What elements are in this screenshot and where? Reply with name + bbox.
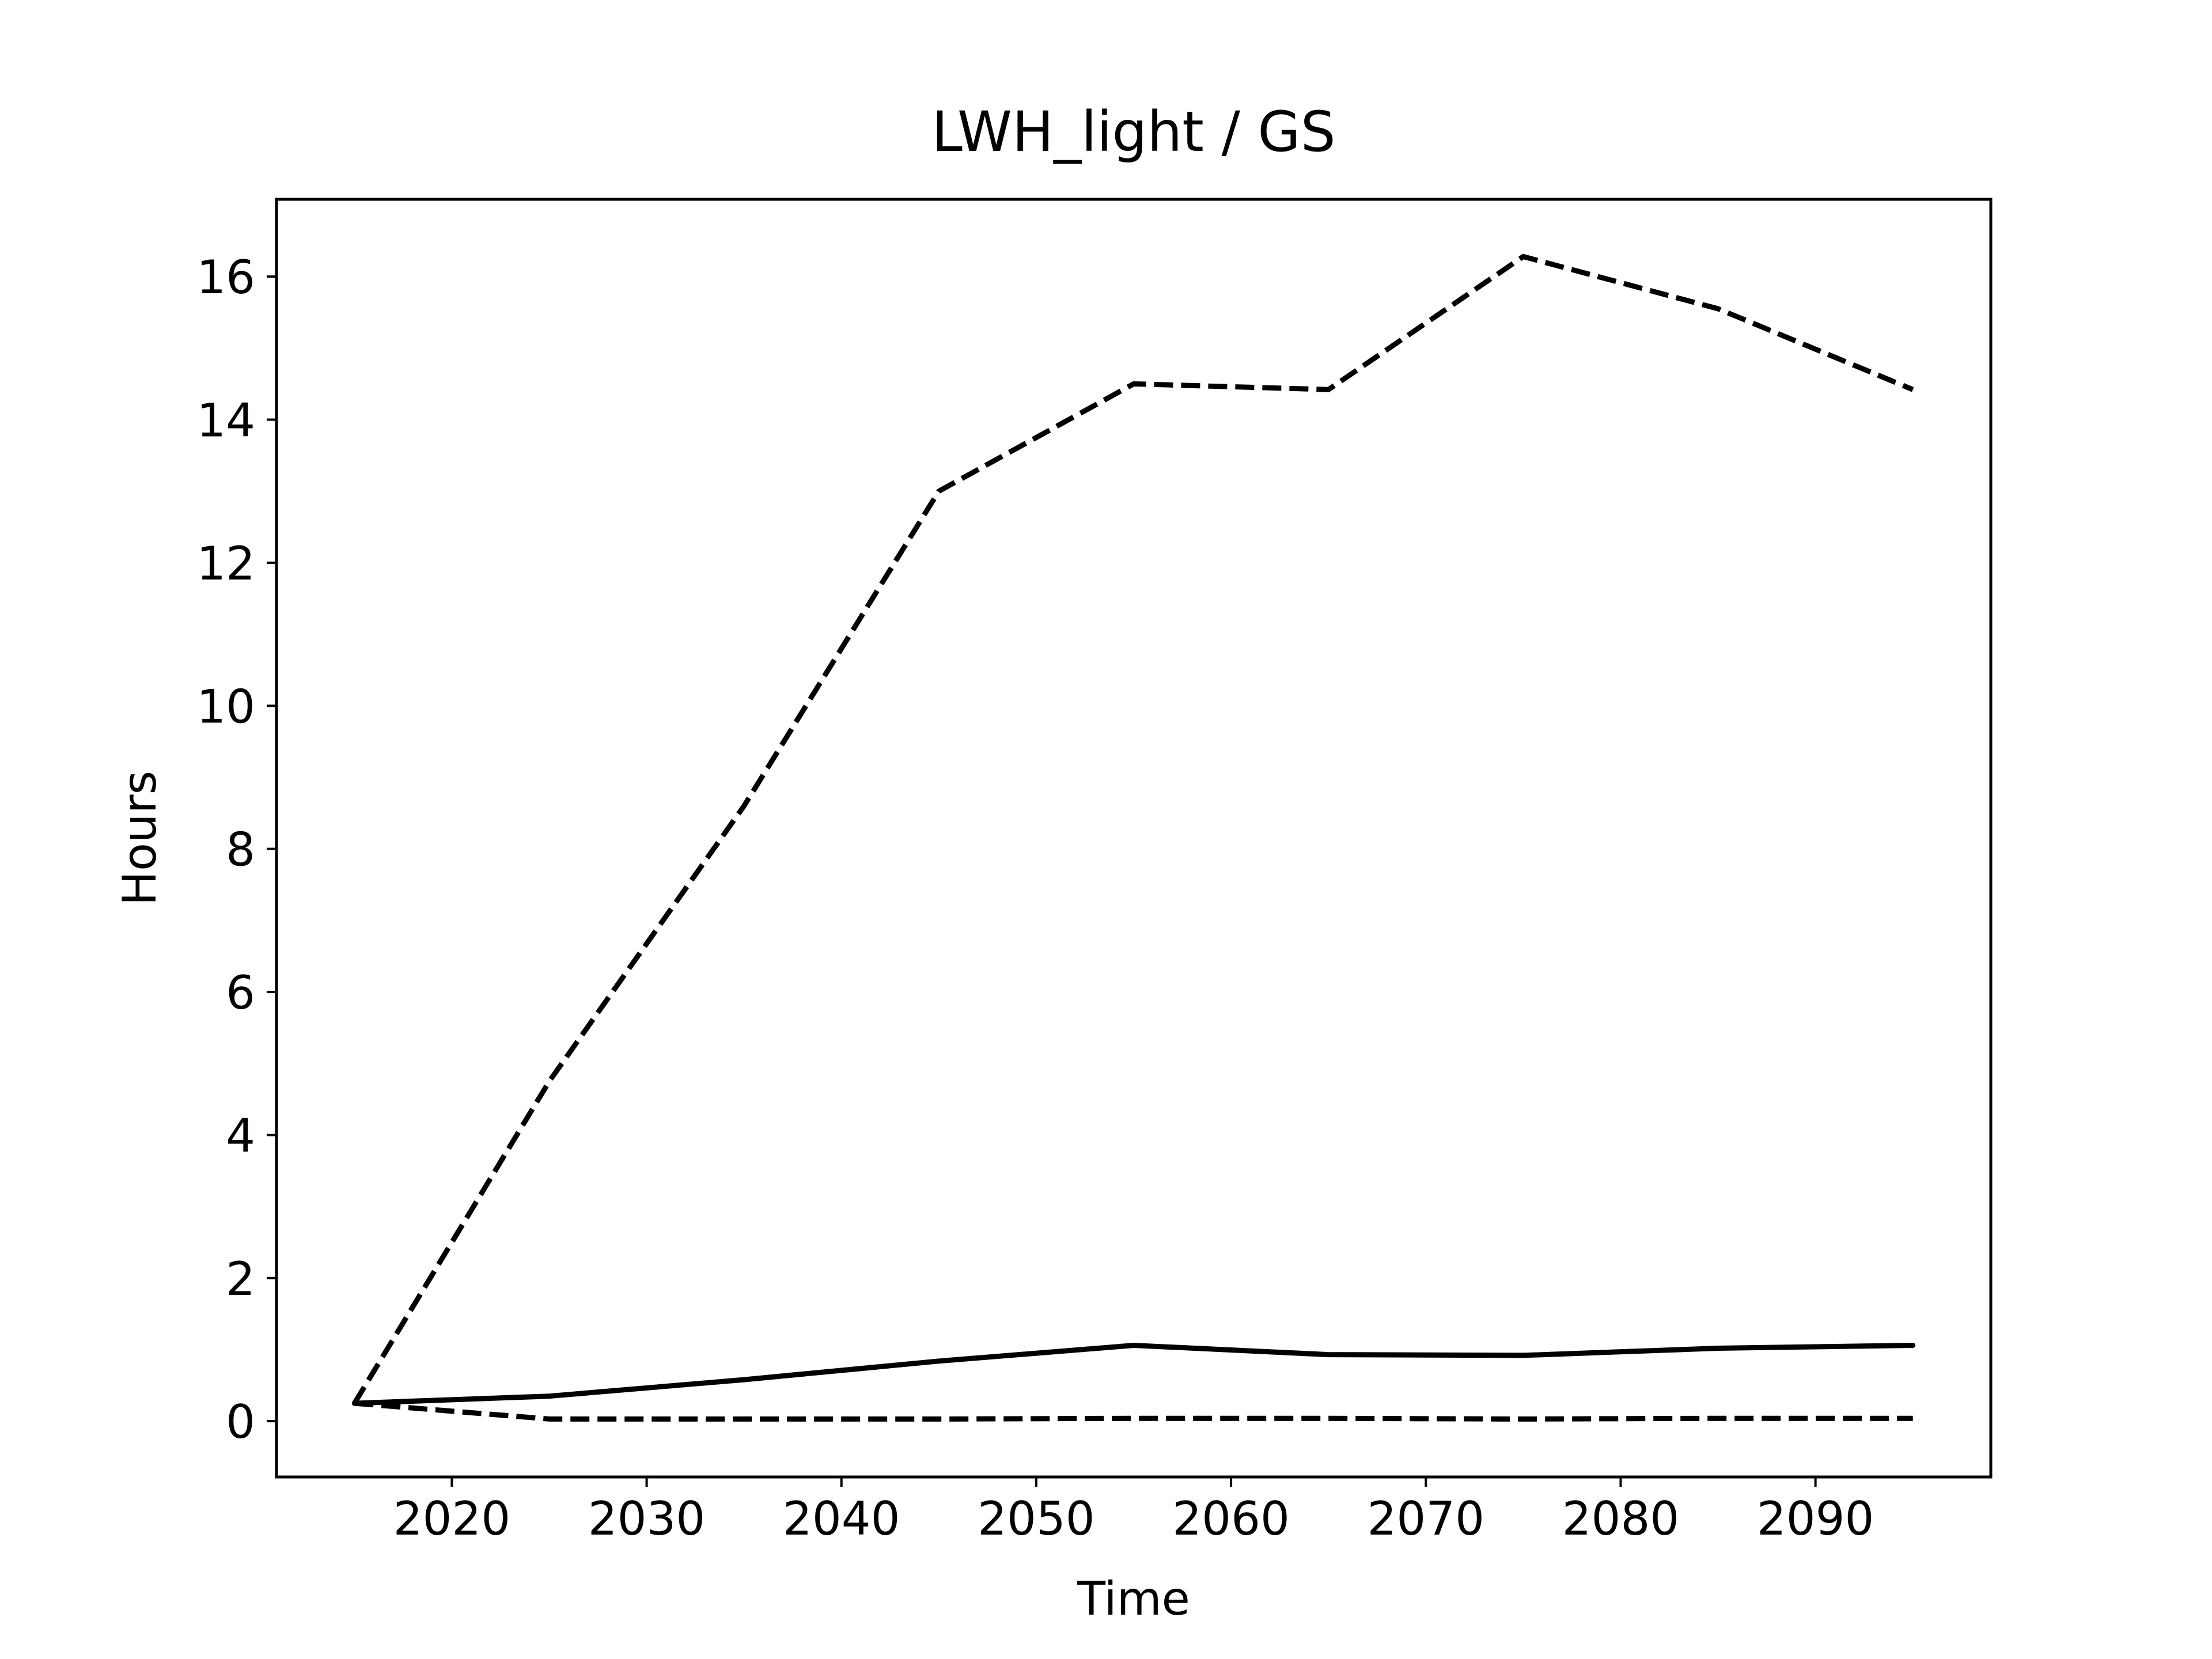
x-tick-label: 2020: [393, 1492, 511, 1546]
series-line-1: [352, 253, 1914, 1405]
y-tick-label: 14: [196, 393, 255, 447]
y-axis-ticks: 0 2 4 6 8 10 12 14 16: [196, 251, 276, 1449]
x-tick-label: 2060: [1172, 1492, 1290, 1546]
series-line-2: [351, 1343, 1916, 1406]
y-tick-label: 0: [226, 1395, 255, 1449]
y-tick-label: 16: [196, 251, 255, 304]
x-axis-ticks: 2020 2030 2040 2050 2060 2070 2080 2090: [393, 1477, 1874, 1546]
series-line-3: [354, 1400, 1913, 1422]
axes-frame: [275, 198, 1993, 1479]
x-axis-label: Time: [1077, 1572, 1190, 1626]
plot-content: [351, 253, 1916, 1422]
x-tick-label: 2070: [1367, 1492, 1484, 1546]
y-axis-label: Hours: [113, 771, 166, 906]
x-tick-label: 2080: [1562, 1492, 1680, 1546]
y-tick-label: 4: [226, 1109, 255, 1162]
y-tick-label: 2: [226, 1252, 255, 1306]
y-tick-label: 8: [226, 823, 255, 877]
y-tick-label: 6: [226, 966, 255, 1020]
chart-title: LWH_light / GS: [931, 100, 1335, 164]
x-tick-label: 2090: [1757, 1492, 1874, 1546]
x-tick-label: 2050: [978, 1492, 1095, 1546]
x-tick-label: 2030: [588, 1492, 706, 1546]
y-tick-label: 12: [196, 537, 255, 590]
y-tick-label: 10: [196, 680, 255, 733]
x-tick-label: 2040: [783, 1492, 900, 1546]
